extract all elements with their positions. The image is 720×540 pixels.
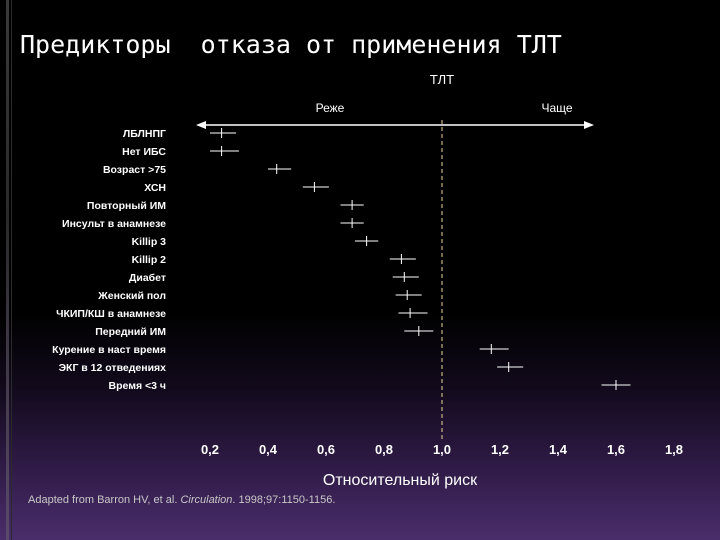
row-label: Возраст >75 — [103, 164, 166, 176]
row-label: ЛБЛНПГ — [123, 128, 166, 140]
row-label: Killip 2 — [132, 254, 167, 266]
x-tick-label: 0,8 — [375, 442, 393, 457]
citation-journal: Circulation — [180, 494, 233, 506]
arrow-head-left-icon — [196, 121, 206, 129]
x-axis-label: Относительный риск — [323, 472, 478, 489]
row-label: Передний ИМ — [95, 326, 166, 338]
left-accent-bar — [6, 0, 9, 540]
row-label: ЭКГ в 12 отведениях — [59, 362, 167, 374]
left-accent-line — [11, 0, 12, 540]
direction-label-left: Реже — [316, 101, 345, 115]
x-tick-label: 1,2 — [491, 442, 509, 457]
slide-title: Предикторы отказа от применения ТЛТ — [20, 30, 562, 59]
x-tick-label: 0,4 — [259, 442, 278, 457]
x-tick-label: 1,8 — [665, 442, 683, 457]
chart-header: ТЛТ — [430, 72, 454, 87]
row-label: Killip 3 — [132, 236, 167, 248]
row-label: ЧКИП/КШ в анамнезе — [56, 308, 166, 320]
direction-label-right: Чаще — [541, 101, 572, 115]
x-tick-label: 1,4 — [549, 442, 568, 457]
x-tick-label: 1,6 — [607, 442, 625, 457]
arrow-head-right-icon — [584, 121, 594, 129]
citation-details: . 1998;97:1150-1156. — [232, 494, 336, 506]
row-label: Инсульт в анамнезе — [62, 218, 166, 230]
row-label: ХСН — [144, 182, 166, 194]
row-label: Диабет — [129, 272, 166, 284]
row-label: Повторный ИМ — [87, 200, 166, 212]
row-label: Время <3 ч — [109, 380, 167, 392]
row-label: Курение в наст время — [52, 344, 166, 356]
citation: Adapted from Barron HV, et al. Circulati… — [28, 494, 335, 506]
x-tick-label: 0,2 — [201, 442, 219, 457]
row-label: Нет ИБС — [122, 146, 166, 158]
citation-text: Adapted from Barron HV, et al. — [28, 494, 181, 506]
row-label: Женский пол — [97, 290, 166, 302]
x-tick-label: 0,6 — [317, 442, 335, 457]
x-tick-label: 1,0 — [433, 442, 451, 457]
